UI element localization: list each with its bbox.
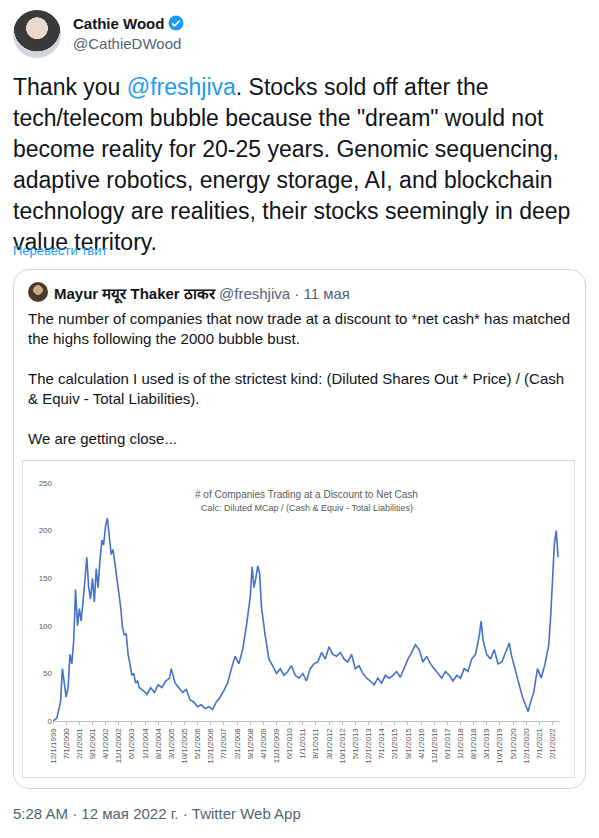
html-text:@CathieDWood: @CathieDWood	[73, 35, 182, 52]
svg-text:6/1/2010: 6/1/2010	[285, 728, 294, 760]
svg-text:1/1/2011: 1/1/2011	[298, 728, 307, 759]
svg-text:7/1/2000: 7/1/2000	[62, 728, 71, 760]
svg-text:12/1/2013: 12/1/2013	[364, 728, 373, 764]
html-text:The calculation I used is of t: The calculation I used is of the stricte…	[28, 370, 565, 407]
svg-text:150: 150	[39, 574, 53, 583]
html-text:Mayur मयूर Thaker ठाकर @freshj: Mayur मयूर Thaker ठाकर @freshjiva · 11 м…	[54, 285, 350, 302]
svg-text:2/1/2008: 2/1/2008	[233, 728, 242, 760]
svg-text:3/1/2019: 3/1/2019	[482, 728, 491, 760]
svg-text:9/1/2001: 9/1/2001	[88, 728, 97, 760]
svg-text:10/1/2019: 10/1/2019	[496, 728, 505, 764]
html-text:Cathie Wood: Cathie Wood	[73, 15, 165, 32]
svg-text:3/1/2012: 3/1/2012	[325, 728, 334, 760]
svg-text:50: 50	[43, 669, 52, 678]
svg-text:4/1/2016: 4/1/2016	[417, 728, 426, 760]
svg-text:7/1/2014: 7/1/2014	[377, 728, 386, 760]
svg-text:2/1/2022: 2/1/2022	[548, 728, 557, 760]
svg-text:11/1/2016: 11/1/2016	[430, 728, 439, 764]
svg-text:12/1/2006: 12/1/2006	[206, 728, 215, 764]
svg-text:10/1/2012: 10/1/2012	[338, 728, 347, 764]
html-text:The number of companies that n: The number of companies that now trade a…	[28, 310, 570, 347]
svg-text:3/1/2005: 3/1/2005	[167, 728, 176, 760]
svg-text:2/1/2001: 2/1/2001	[75, 728, 84, 760]
svg-text:4/1/2009: 4/1/2009	[259, 728, 268, 760]
svg-text:0: 0	[48, 717, 53, 726]
svg-text:8/1/2011: 8/1/2011	[311, 728, 320, 759]
svg-text:10/1/2005: 10/1/2005	[180, 728, 189, 764]
svg-text:4/1/2002: 4/1/2002	[101, 728, 110, 760]
html-text:Перевести твит: Перевести твит	[13, 243, 108, 258]
svg-text:6/1/2003: 6/1/2003	[127, 728, 136, 760]
svg-text:7/1/2021: 7/1/2021	[535, 728, 544, 760]
svg-text:5/1/2006: 5/1/2006	[193, 728, 202, 760]
svg-text:100: 100	[39, 622, 53, 631]
svg-text:8/1/2004: 8/1/2004	[154, 728, 163, 760]
svg-text:Calc: Diluted MCap / (Cash & E: Calc: Diluted MCap / (Cash & Equiv - Tot…	[201, 503, 413, 513]
svg-text:12/1/1999: 12/1/1999	[49, 728, 58, 764]
svg-text:1/1/2018: 1/1/2018	[456, 728, 465, 760]
svg-text:5/1/2020: 5/1/2020	[509, 728, 518, 760]
svg-text:200: 200	[39, 526, 53, 535]
svg-text:1/1/2004: 1/1/2004	[141, 728, 150, 760]
svg-text:9/1/2008: 9/1/2008	[246, 728, 255, 760]
svg-text:8/1/2018: 8/1/2018	[469, 728, 478, 760]
svg-text:5/1/2013: 5/1/2013	[351, 728, 360, 760]
svg-text:7/1/2007: 7/1/2007	[219, 728, 228, 760]
svg-text:11/1/2009: 11/1/2009	[272, 728, 281, 764]
html-text:Thank you @freshjiva. Stocks s: Thank you @freshjiva. Stocks sold off af…	[13, 74, 571, 255]
html-text:We are getting close...: We are getting close...	[28, 430, 177, 447]
svg-text:2/1/2015: 2/1/2015	[390, 728, 399, 760]
svg-text:12/1/2020: 12/1/2020	[522, 728, 531, 764]
html-text:5:28 AM · 12 мая 2022 г. · Twi: 5:28 AM · 12 мая 2022 г. · Twitter Web A…	[13, 805, 301, 822]
svg-text:# of Companies Trading at a Di: # of Companies Trading at a Discount to …	[195, 489, 418, 500]
svg-text:250: 250	[39, 479, 53, 488]
svg-text:6/1/2017: 6/1/2017	[443, 728, 452, 760]
svg-text:11/1/2002: 11/1/2002	[114, 728, 123, 764]
svg-text:9/1/2015: 9/1/2015	[404, 728, 413, 760]
